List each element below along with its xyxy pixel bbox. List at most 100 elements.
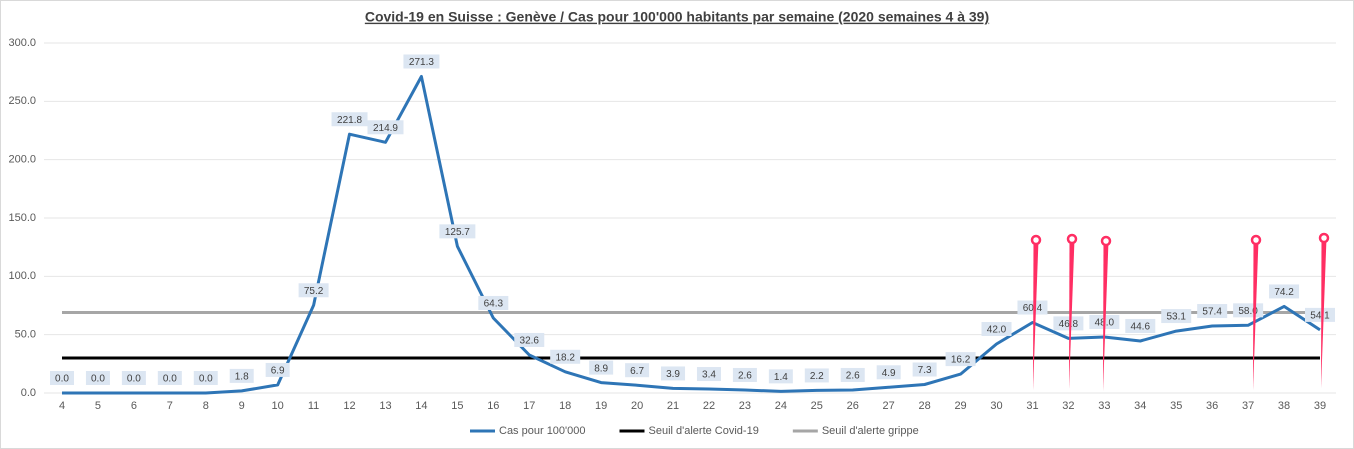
data-label-bg — [696, 367, 721, 382]
x-tick-label: 16 — [487, 400, 499, 412]
x-tick-label: 32 — [1062, 400, 1074, 412]
data-label: 2.6 — [846, 371, 860, 382]
y-tick-label: 0.0 — [21, 387, 36, 399]
data-label: 44.6 — [1131, 322, 1151, 333]
x-tick-label: 22 — [703, 400, 715, 412]
data-label-bg — [50, 371, 74, 385]
data-label-bg — [981, 322, 1012, 336]
data-label-bg — [661, 366, 686, 381]
data-label-bg — [876, 365, 901, 380]
data-label: 214.9 — [373, 123, 398, 134]
data-label: 1.4 — [774, 372, 788, 383]
x-tick-label: 13 — [379, 400, 391, 412]
y-tick-label: 100.0 — [8, 270, 36, 282]
legend-label: Seuil d'alerte Covid-19 — [649, 425, 759, 437]
x-tick-label: 31 — [1026, 400, 1038, 412]
chart-title: Covid-19 en Suisse : Genève / Cas pour 1… — [365, 9, 989, 25]
data-label-bg — [229, 368, 254, 383]
x-tick-label: 36 — [1206, 400, 1218, 412]
data-label-bg — [840, 367, 865, 382]
data-label: 54.1 — [1310, 311, 1330, 322]
x-tick-label: 37 — [1242, 400, 1254, 412]
data-label-bg — [732, 367, 757, 382]
x-tick-label: 19 — [595, 400, 607, 412]
data-label-bg — [331, 112, 368, 127]
data-label: 75.2 — [304, 286, 324, 297]
data-label-bg — [1161, 309, 1192, 324]
data-label-bg — [265, 362, 290, 377]
x-tick-label: 11 — [308, 400, 319, 412]
x-tick-label: 12 — [343, 400, 355, 412]
data-label: 60.4 — [1023, 303, 1043, 314]
pin-head — [1250, 234, 1262, 246]
data-label-bg — [768, 369, 793, 384]
x-tick-label: 25 — [811, 400, 823, 412]
data-label: 271.3 — [409, 57, 434, 68]
data-label-bg — [439, 224, 476, 239]
data-label-bg — [298, 283, 329, 298]
legend-label: Cas pour 100'000 — [499, 425, 586, 437]
data-label-bg — [1125, 318, 1156, 333]
data-label: 2.6 — [738, 371, 752, 382]
data-label: 74.2 — [1274, 287, 1294, 298]
data-label: 6.7 — [630, 366, 644, 377]
pin-needle — [1069, 239, 1075, 389]
data-label: 8.9 — [594, 363, 608, 374]
data-label-bg — [157, 371, 182, 385]
x-tick-label: 21 — [667, 400, 679, 412]
x-tick-label: 33 — [1098, 400, 1110, 412]
data-label-bg — [1305, 307, 1335, 322]
data-label: 3.4 — [702, 370, 716, 381]
x-tick-label: 30 — [990, 400, 1002, 412]
x-tick-label: 7 — [167, 400, 173, 412]
data-label-bg — [85, 371, 110, 385]
x-tick-label: 23 — [739, 400, 751, 412]
data-label: 16.2 — [951, 355, 971, 366]
pin-needle — [1253, 240, 1259, 390]
data-label: 6.9 — [271, 366, 285, 377]
pin-head — [1318, 232, 1330, 244]
x-tick-label: 4 — [59, 400, 65, 412]
x-tick-label: 26 — [847, 400, 859, 412]
data-label-bg — [1269, 284, 1300, 299]
pin-head — [1066, 233, 1078, 245]
data-label: 46.8 — [1059, 319, 1079, 330]
data-label: 0.0 — [199, 374, 213, 385]
data-label: 53.1 — [1166, 312, 1186, 323]
x-tick-label: 6 — [131, 400, 137, 412]
data-label: 32.6 — [520, 336, 540, 347]
data-label: 2.2 — [810, 371, 824, 382]
data-label-bg — [514, 332, 545, 347]
data-label-bg — [550, 349, 581, 364]
data-label-bg — [589, 360, 614, 375]
data-label: 0.0 — [163, 374, 177, 385]
pin-head — [1030, 234, 1042, 246]
data-label-bg — [1017, 300, 1048, 315]
pin-head — [1100, 235, 1112, 247]
data-label-bg — [121, 371, 146, 385]
y-tick-label: 200.0 — [8, 154, 36, 166]
y-tick-label: 50.0 — [15, 329, 36, 341]
data-label-bg — [367, 120, 404, 135]
data-label-bg — [804, 368, 829, 383]
data-label: 0.0 — [127, 374, 141, 385]
data-label-bg — [912, 362, 937, 377]
x-tick-label: 20 — [631, 400, 643, 412]
legend-label: Seuil d'alerte grippe — [822, 425, 919, 437]
y-tick-label: 300.0 — [8, 37, 36, 49]
x-tick-label: 29 — [954, 400, 966, 412]
data-label: 0.0 — [91, 374, 105, 385]
data-label: 1.8 — [235, 372, 249, 383]
x-tick-label: 18 — [559, 400, 571, 412]
x-tick-label: 9 — [239, 400, 245, 412]
data-label-bg — [193, 371, 218, 385]
x-tick-label: 35 — [1170, 400, 1182, 412]
data-label: 0.0 — [55, 374, 69, 385]
data-label: 42.0 — [987, 325, 1007, 336]
pin-needle — [1033, 240, 1039, 390]
data-label-bg — [1053, 316, 1084, 331]
x-tick-label: 28 — [919, 400, 931, 412]
x-tick-label: 15 — [451, 400, 463, 412]
pin-needle — [1321, 238, 1327, 388]
